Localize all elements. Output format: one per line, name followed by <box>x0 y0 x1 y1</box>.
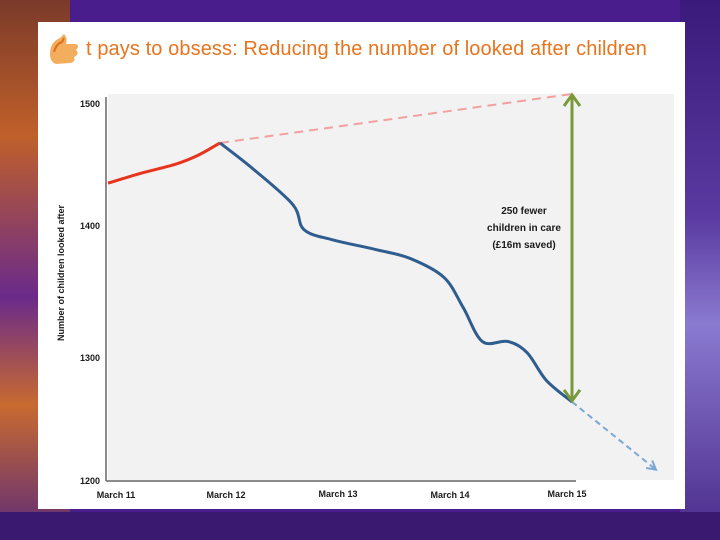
y-tick-label-1500: 1500 <box>80 99 100 109</box>
y-tick-label-1200: 1200 <box>80 476 100 486</box>
leeds-logo-icon <box>50 34 78 64</box>
savings-arrowhead-top <box>562 92 582 107</box>
annotation-line-1: 250 fewer <box>501 206 547 217</box>
x-tick-label-march-12: March 12 <box>206 490 245 500</box>
slide-title: t pays to obsess: Reducing the number of… <box>86 38 647 60</box>
annotation-line-3: (£16m saved) <box>492 240 555 251</box>
background-right-decoration <box>680 0 720 540</box>
forecast-arrowhead <box>645 460 658 472</box>
x-tick-label-march-13: March 13 <box>318 489 357 499</box>
y-tick-label-1300: 1300 <box>80 353 100 363</box>
annotation-line-2: children in care <box>487 223 561 234</box>
actual-line <box>219 141 573 403</box>
x-tick-label-march-11: March 11 <box>97 490 136 500</box>
y-tick-label-1400: 1400 <box>80 221 100 231</box>
plot-background <box>108 94 674 480</box>
forecast-dashed-line <box>571 401 657 471</box>
y-axis-label: Number of children looked after <box>56 204 66 341</box>
background-bottom-band <box>0 512 720 540</box>
pre-trend-line <box>107 141 221 185</box>
x-tick-label-march-14: March 14 <box>430 490 469 500</box>
savings-arrowhead-bottom <box>562 388 582 404</box>
x-tick-label-march-15: March 15 <box>547 489 586 499</box>
